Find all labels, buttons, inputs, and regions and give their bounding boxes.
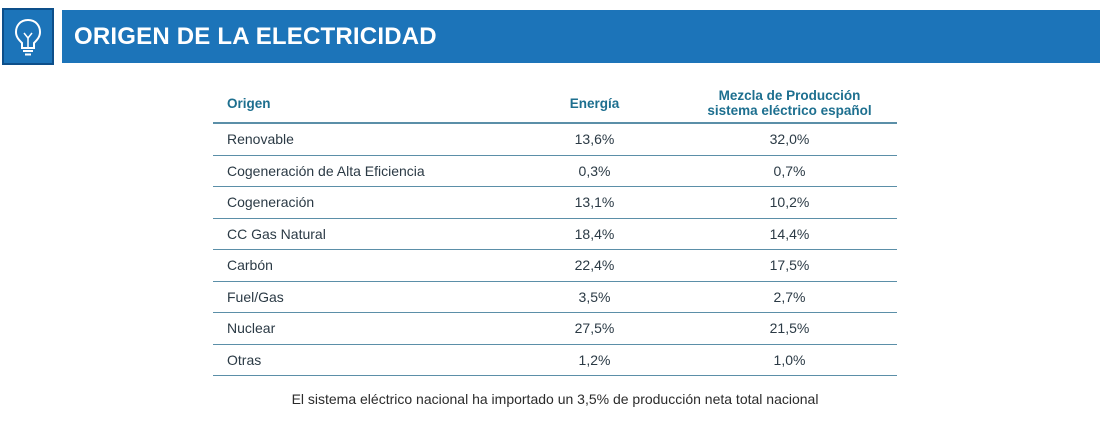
cell-origen: Cogeneración de Alta Eficiencia <box>213 155 507 187</box>
electricity-origin-table: Origen Energía Mezcla de Producción sist… <box>213 84 897 376</box>
header-mezcla-line2: sistema eléctrico español <box>707 103 872 118</box>
cell-energia: 0,3% <box>507 155 682 187</box>
table-body: Renovable 13,6% 32,0% Cogeneración de Alta … <box>213 123 897 376</box>
page-title: ORIGEN DE LA ELECTRICIDAD <box>74 22 437 50</box>
cell-energia: 13,1% <box>507 186 682 219</box>
cell-mezcla: 10,2% <box>682 186 897 219</box>
header-mezcla: Mezcla de Producción sistema eléctrico e… <box>682 84 897 124</box>
cell-energia: 18,4% <box>507 218 682 250</box>
footnote: El sistema eléctrico nacional ha importa… <box>291 391 819 407</box>
cell-energia: 13,6% <box>507 123 682 156</box>
lightbulb-icon-box <box>2 8 54 65</box>
cell-energia: 27,5% <box>507 312 682 345</box>
header-mezcla-line1: Mezcla de Producción <box>718 88 861 103</box>
table-row: CC Gas Natural 18,4% 14,4% <box>213 218 897 250</box>
table-row: Renovable 13,6% 32,0% <box>213 123 897 156</box>
cell-mezcla: 1,0% <box>682 344 897 376</box>
cell-mezcla: 17,5% <box>682 249 897 282</box>
table-row: Otras 1,2% 1,0% <box>213 344 897 376</box>
table-header-row: Origen Energía Mezcla de Producción sist… <box>213 84 897 124</box>
cell-origen: Carbón <box>213 249 507 282</box>
header-origen: Origen <box>213 84 507 124</box>
table-row: Cogeneración de Alta Eficiencia 0,3% 0,7% <box>213 155 897 187</box>
cell-origen: Renovable <box>213 123 507 156</box>
cell-mezcla: 21,5% <box>682 312 897 345</box>
table-row: Cogeneración 13,1% 10,2% <box>213 186 897 219</box>
header-energia: Energía <box>507 84 682 124</box>
lightbulb-icon <box>14 18 42 55</box>
cell-origen: Cogeneración <box>213 186 507 219</box>
table-row: Carbón 22,4% 17,5% <box>213 249 897 282</box>
cell-energia: 1,2% <box>507 344 682 376</box>
cell-mezcla: 14,4% <box>682 218 897 250</box>
cell-energia: 3,5% <box>507 281 682 313</box>
cell-mezcla: 0,7% <box>682 155 897 187</box>
electricity-origin-table-wrap: Origen Energía Mezcla de Producción sist… <box>213 84 897 376</box>
cell-origen: Fuel/Gas <box>213 281 507 313</box>
cell-origen: CC Gas Natural <box>213 218 507 250</box>
cell-mezcla: 32,0% <box>682 123 897 156</box>
cell-origen: Nuclear <box>213 312 507 345</box>
cell-origen: Otras <box>213 344 507 376</box>
table-row: Fuel/Gas 3,5% 2,7% <box>213 281 897 313</box>
cell-mezcla: 2,7% <box>682 281 897 313</box>
table-row: Nuclear 27,5% 21,5% <box>213 312 897 345</box>
title-bar: ORIGEN DE LA ELECTRICIDAD <box>62 10 1100 63</box>
page-header: ORIGEN DE LA ELECTRICIDAD <box>0 0 1100 68</box>
cell-energia: 22,4% <box>507 249 682 282</box>
